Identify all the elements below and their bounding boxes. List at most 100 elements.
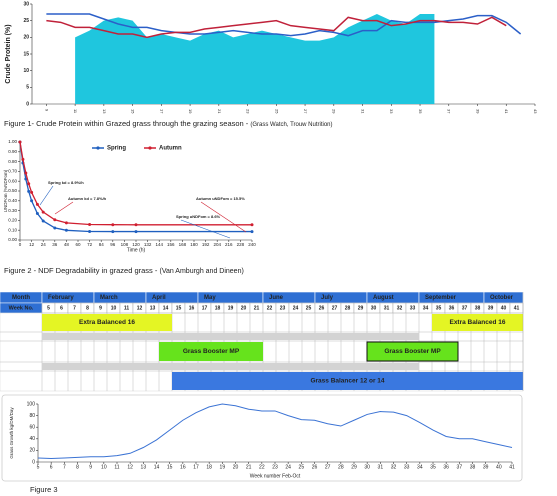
- x-tick-label: 20: [233, 464, 239, 470]
- week-number: 7: [73, 305, 76, 311]
- x-tick-label: 0: [19, 242, 22, 247]
- x-tick-label: 37: [457, 464, 463, 470]
- x-tick-label: 11: [73, 109, 78, 114]
- grid-cell: [158, 370, 173, 392]
- series-line: [37, 403, 513, 460]
- week-number: 20: [241, 305, 247, 311]
- grid-cell: [171, 312, 186, 333]
- x-tick-label: 72: [87, 242, 93, 247]
- annotation: Spring uNDFom = 8.6%: [176, 214, 221, 219]
- grid-cell: [106, 340, 121, 363]
- grid-cell: [327, 340, 342, 363]
- caption: Figure 3: [30, 485, 58, 494]
- grid-cell: [353, 340, 368, 363]
- legend-marker: [148, 146, 152, 150]
- x-tick-label: 13: [102, 109, 107, 114]
- week-number: 13: [150, 305, 156, 311]
- x-tick-label: 41: [509, 464, 515, 470]
- annotation-arrow: [54, 201, 74, 215]
- annotation: Autumn uNDFom = 15.5%: [196, 196, 245, 201]
- week-number: 8: [86, 305, 89, 311]
- point: [27, 182, 31, 186]
- grid-cell: [0, 361, 43, 372]
- x-tick-label: 28: [338, 464, 344, 470]
- x-tick-label: 108: [121, 242, 129, 247]
- point: [24, 171, 28, 175]
- grid-cell: [210, 312, 225, 333]
- point: [134, 230, 138, 234]
- week-number: 17: [202, 305, 208, 311]
- week-number: 36: [449, 305, 455, 311]
- x-tick-label: 12: [29, 242, 35, 247]
- product-bar: [432, 314, 523, 331]
- x-tick-label: 48: [64, 242, 70, 247]
- week-number: 41: [514, 305, 520, 311]
- y-tick-label: 0.60: [8, 178, 17, 183]
- grid-cell: [457, 361, 472, 372]
- x-tick-label: 36: [52, 242, 58, 247]
- week-number: 40: [501, 305, 507, 311]
- month-name: September: [425, 295, 457, 301]
- x-tick-label: 180: [190, 242, 198, 247]
- x-tick-label: 25: [299, 464, 305, 470]
- week-number: 32: [397, 305, 403, 311]
- x-tick-label: 21: [246, 464, 252, 470]
- grid-cell: [379, 312, 394, 333]
- grid-cell: [418, 312, 433, 333]
- x-tick-label: 17: [193, 464, 199, 470]
- point: [35, 212, 39, 216]
- x-tick-label: 32: [391, 464, 397, 470]
- y-tick-label: 25: [23, 18, 29, 24]
- x-tick-label: 10: [101, 464, 107, 470]
- grid-cell: [496, 361, 511, 372]
- week-number: 12: [137, 305, 143, 311]
- point: [88, 223, 92, 227]
- y-tick-label: 10: [23, 68, 29, 74]
- week-number: 33: [410, 305, 416, 311]
- grid-cell: [340, 340, 355, 363]
- grid-cell: [483, 361, 498, 372]
- grid-cell: [132, 340, 147, 363]
- grid-cell: [197, 312, 212, 333]
- grid-cell: [392, 312, 407, 333]
- week-number: 39: [488, 305, 494, 311]
- week-number: 21: [254, 305, 260, 311]
- grid-cell: [0, 370, 43, 392]
- point: [35, 202, 39, 206]
- x-tick-label: 31: [360, 109, 365, 114]
- x-tick-label: 204: [213, 242, 221, 247]
- x-tick-label: 31: [378, 464, 384, 470]
- x-tick-label: 29: [351, 464, 357, 470]
- week-number: 23: [280, 305, 286, 311]
- gray-band: [42, 333, 419, 340]
- week-number: 15: [176, 305, 182, 311]
- x-tick-label: 40: [496, 464, 502, 470]
- x-tick-label: 41: [504, 109, 509, 114]
- week-number: 28: [345, 305, 351, 311]
- grid-cell: [249, 312, 264, 333]
- annotation-arrow: [180, 219, 231, 239]
- y-tick-label: 60: [29, 425, 35, 431]
- y-tick-label: 0.70: [8, 169, 17, 174]
- grid-cell: [93, 370, 108, 392]
- caption-source: (Grass Watch, Trouw Nutrition): [250, 122, 332, 128]
- week-number: 5: [47, 305, 50, 311]
- grid-cell: [54, 340, 69, 363]
- product-label: Extra Balanced 16: [449, 319, 505, 326]
- grid-cell: [106, 370, 121, 392]
- y-tick-label: 40: [29, 436, 35, 442]
- y-tick-label: 0: [32, 459, 35, 465]
- y-tick-label: 0.40: [8, 198, 17, 203]
- x-tick-label: 5: [37, 464, 40, 470]
- x-tick-label: 23: [272, 464, 278, 470]
- point: [27, 189, 31, 193]
- caption: Figure 2 - NDF Degradability in grazed g…: [4, 266, 244, 275]
- week-number: 19: [228, 305, 234, 311]
- x-tick-label: 25: [274, 109, 279, 114]
- grid-cell: [262, 312, 277, 333]
- point: [134, 223, 138, 227]
- x-tick-label: 12: [127, 464, 133, 470]
- y-tick-label: 20: [23, 35, 29, 41]
- week-number: 6: [60, 305, 63, 311]
- grid-cell: [496, 340, 511, 363]
